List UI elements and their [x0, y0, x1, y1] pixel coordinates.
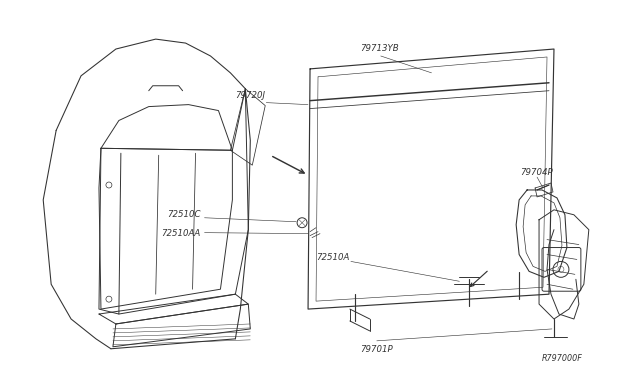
Text: R797000F: R797000F [541, 354, 582, 363]
Text: 79704P: 79704P [521, 168, 554, 177]
Text: 72510A: 72510A [317, 253, 350, 262]
Text: 79701P: 79701P [360, 345, 393, 354]
Text: 79720J: 79720J [236, 91, 265, 100]
Text: 72510C: 72510C [167, 210, 200, 219]
Text: 72510AA: 72510AA [161, 229, 200, 238]
Text: 79713YB: 79713YB [360, 44, 399, 52]
